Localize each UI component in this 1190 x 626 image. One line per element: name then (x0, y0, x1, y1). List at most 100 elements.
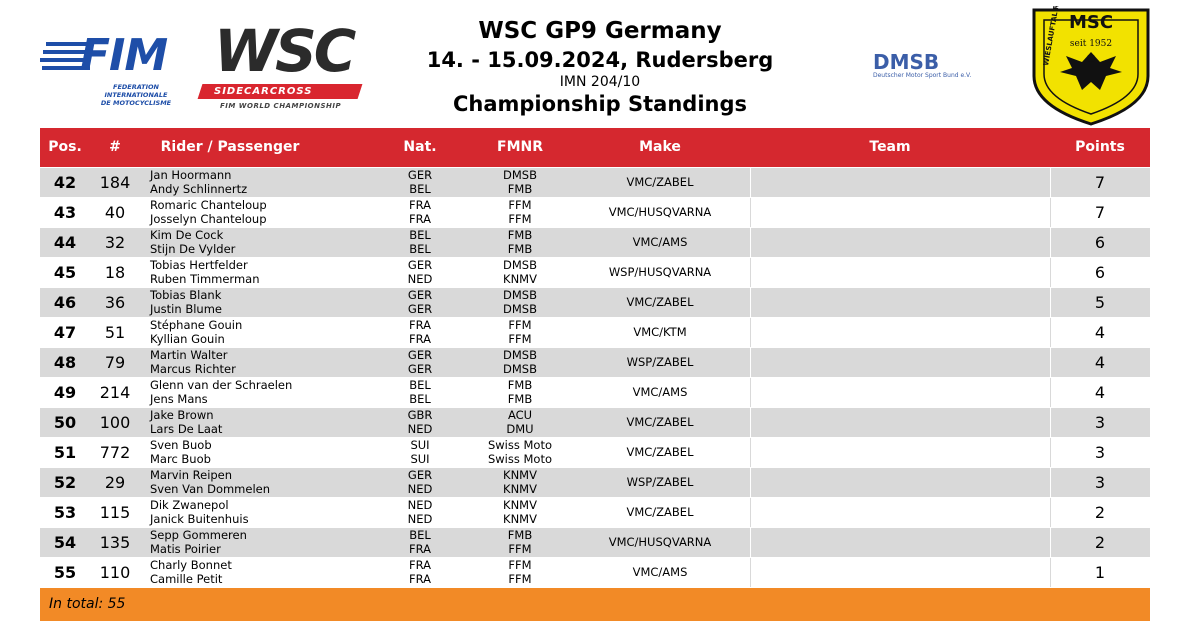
cell-nat-passenger: FRA (408, 542, 431, 556)
col-nat: Nat. (403, 139, 437, 155)
cell-make: VMC/HUSQVARNA (608, 535, 712, 549)
table-row: 46 36 Tobias Blank Justin Blume GER GER DMSB DM… (40, 287, 1150, 317)
cell-number: 214 (99, 383, 131, 402)
column-divider (750, 168, 751, 197)
cell-fmnr-rider: FFM (508, 318, 532, 332)
cell-pos: 44 (53, 233, 77, 252)
table-row: 47 51 Stéphane Gouin Kyllian Gouin FRA FRA FFM… (40, 317, 1150, 347)
standings-table: Pos. # Rider / Passenger Nat. FMNR Make … (40, 128, 1150, 621)
cell-fmnr-rider: DMSB (503, 258, 537, 272)
cell-nat-rider: GER (407, 258, 433, 272)
cell-nat-passenger: FRA (408, 572, 431, 586)
table-header: Pos. # Rider / Passenger Nat. FMNR Make … (40, 128, 1150, 167)
cell-nat-rider: GER (407, 288, 433, 302)
table-row: 43 40 Romaric Chanteloup Josselyn Chantelou… (40, 197, 1150, 227)
cell-nat-rider: NED (407, 498, 433, 512)
cell-fmnr-passenger: FMB (507, 242, 533, 256)
cell-points: 1 (1094, 563, 1106, 582)
column-divider (750, 528, 751, 557)
cell-points: 2 (1094, 533, 1106, 552)
cell-rider: Jan Hoormann (150, 168, 232, 182)
cell-points: 6 (1094, 233, 1106, 252)
cell-pos: 48 (53, 353, 77, 372)
col-points: Points (1075, 139, 1125, 155)
cell-make: VMC/AMS (632, 565, 688, 579)
cell-pos: 52 (53, 473, 77, 492)
cell-pos: 55 (53, 563, 77, 582)
cell-make: WSP/ZABEL (626, 475, 694, 489)
cell-nat-passenger: NED (407, 482, 433, 496)
col-team: Team (869, 139, 911, 155)
fim-sub-line1: FEDERATION INTERNATIONALE (104, 83, 168, 99)
cell-make: VMC/ZABEL (626, 295, 694, 309)
cell-fmnr-rider: FFM (508, 558, 532, 572)
table-row: 52 29 Marvin Reipen Sven Van Dommelen GER NED… (40, 467, 1150, 497)
total-label: In total: 55 (49, 596, 126, 612)
cell-fmnr-passenger: FMB (507, 392, 533, 406)
cell-passenger: Stijn De Vylder (150, 242, 236, 256)
table-row: 54 135 Sepp Gommeren Matis Poirier BEL FRA FMB… (40, 527, 1150, 557)
cell-pos: 49 (53, 383, 77, 402)
cell-points: 4 (1094, 383, 1106, 402)
cell-points: 5 (1094, 293, 1106, 312)
cell-number: 29 (104, 473, 126, 492)
cell-number: 32 (104, 233, 126, 252)
cell-nat-passenger: GER (407, 362, 433, 376)
cell-rider: Jake Brown (150, 408, 214, 422)
table-row: 50 100 Jake Brown Lars De Laat GBR NED ACU DMU V… (40, 407, 1150, 437)
cell-nat-rider: BEL (409, 228, 431, 242)
cell-fmnr-passenger: FFM (508, 332, 532, 346)
column-divider (1050, 348, 1051, 377)
cell-passenger: Jens Mans (150, 392, 208, 406)
dmsb-logo: DMSB Deutscher Motor Sport Bund e.V. (873, 52, 988, 82)
cell-fmnr-rider: DMSB (503, 288, 537, 302)
cell-rider: Sepp Gommeren (150, 528, 247, 542)
cell-points: 3 (1094, 413, 1106, 432)
column-divider (1050, 288, 1051, 317)
table-row: 42 184 Jan Hoormann Andy Schlinnertz GER BEL D… (40, 167, 1150, 197)
cell-points: 2 (1094, 503, 1106, 522)
cell-passenger: Marcus Richter (150, 362, 236, 376)
column-divider (750, 438, 751, 467)
cell-passenger: Kyllian Gouin (150, 332, 225, 346)
fim-logo: FIM FEDERATION INTERNATIONALE DE MOTOCYC… (40, 30, 171, 107)
cell-fmnr-passenger: FFM (508, 542, 532, 556)
cell-number: 18 (104, 263, 126, 282)
table-body: 42 184 Jan Hoormann Andy Schlinnertz GER BEL D… (40, 167, 1150, 587)
cell-make: VMC/AMS (632, 235, 688, 249)
cell-pos: 50 (53, 413, 77, 432)
cell-passenger: Matis Poirier (150, 542, 221, 556)
cell-fmnr-passenger: FMB (507, 182, 533, 196)
table-row: 53 115 Dik Zwanepol Janick Buitenhuis NED NED… (40, 497, 1150, 527)
cell-pos: 43 (53, 203, 77, 222)
cell-passenger: Sven Van Dommelen (150, 482, 271, 496)
cell-rider: Kim De Cock (150, 228, 224, 242)
column-divider (1050, 318, 1051, 347)
cell-make: VMC/ZABEL (626, 415, 694, 429)
col-rider: Rider / Passenger (160, 139, 300, 155)
cell-make: VMC/ZABEL (626, 445, 694, 459)
cell-fmnr-rider: Swiss Moto (487, 438, 553, 452)
table-row: 48 79 Martin Walter Marcus Richter GER GER DMS… (40, 347, 1150, 377)
cell-number: 110 (99, 563, 131, 582)
cell-rider: Tobias Hertfelder (150, 258, 248, 272)
cell-nat-passenger: FRA (408, 332, 431, 346)
cell-fmnr-passenger: DMSB (503, 362, 537, 376)
dmsb-wordmark: DMSB (873, 50, 940, 74)
cell-fmnr-rider: KNMV (503, 498, 537, 512)
cell-nat-rider: GER (407, 468, 433, 482)
column-divider (750, 468, 751, 497)
wsc-band-text: SIDECARCROSS (214, 86, 313, 97)
cell-number: 51 (104, 323, 126, 342)
cell-passenger: Ruben Timmerman (150, 272, 260, 286)
page-subtitle: Championship Standings (452, 92, 747, 116)
wsc-logo: WSC SIDECARCROSS FIM WORLD CHAMPIONSHIP (197, 20, 370, 110)
cell-pos: 51 (53, 443, 77, 462)
cell-nat-passenger: NED (407, 422, 433, 436)
msc-shield-logo: MSC seit 1952 WIESLAUFTAL RUDERSBERG (1032, 6, 1150, 126)
cell-nat-rider: GER (407, 168, 433, 182)
event-date-place: 14. - 15.09.2024, Rudersberg (426, 48, 774, 72)
column-divider (1050, 528, 1051, 557)
fim-wordmark: FIM (80, 30, 168, 81)
cell-nat-rider: FRA (408, 318, 431, 332)
